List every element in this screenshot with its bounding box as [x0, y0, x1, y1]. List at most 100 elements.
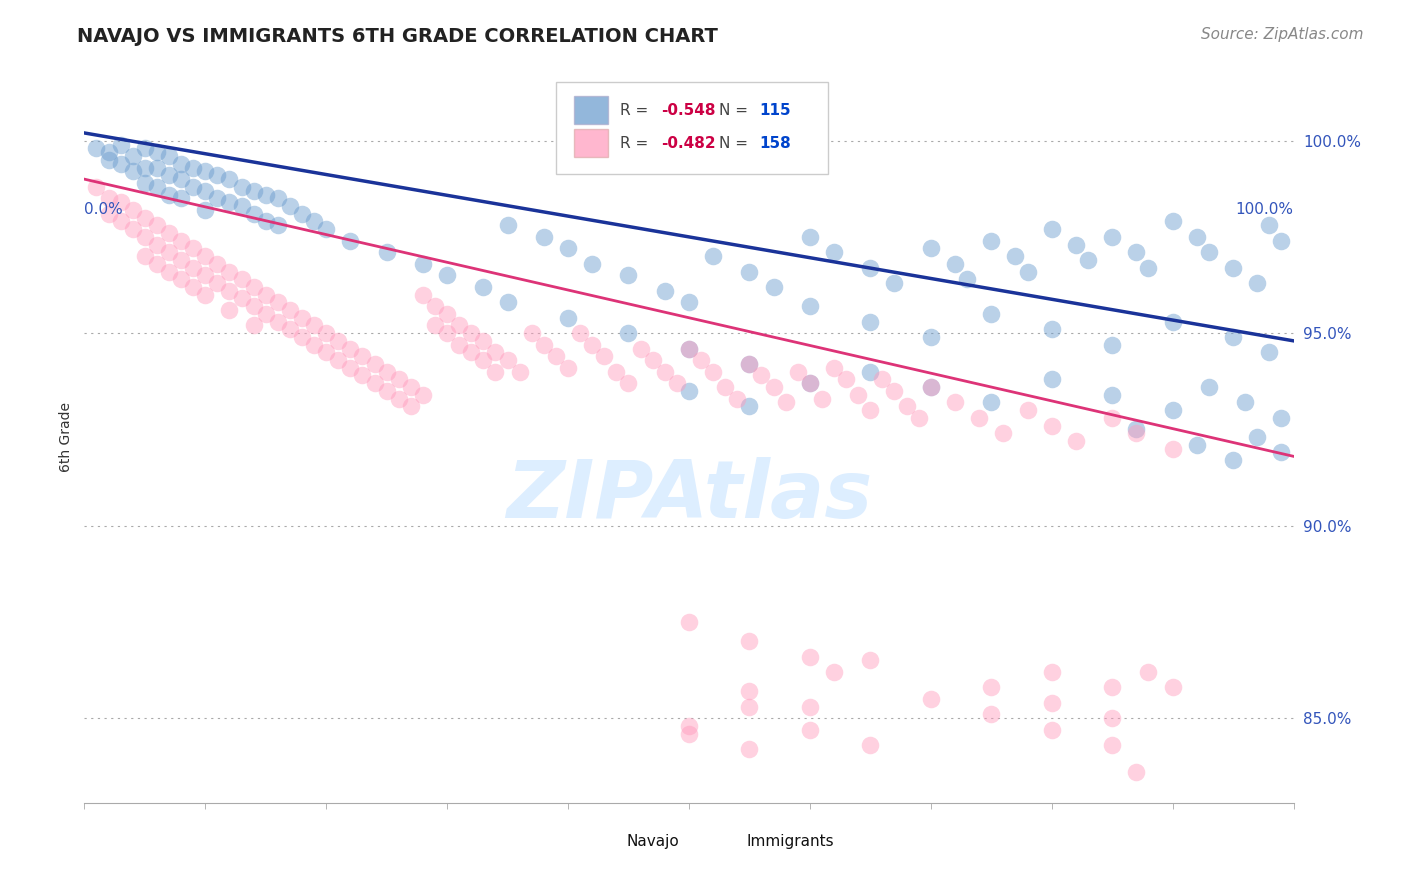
Point	[569, 326, 592, 340]
Point	[436, 326, 458, 340]
Point	[1101, 388, 1123, 402]
Point	[835, 372, 858, 386]
Point	[146, 179, 169, 194]
Point	[762, 280, 785, 294]
Point	[207, 257, 229, 271]
Point	[738, 264, 761, 278]
Point	[1040, 696, 1063, 710]
Point	[544, 349, 567, 363]
Point	[484, 345, 506, 359]
Point	[993, 426, 1015, 441]
Point	[157, 226, 180, 240]
Point	[859, 738, 882, 752]
Point	[231, 179, 253, 194]
Point	[738, 399, 761, 413]
Point	[509, 365, 531, 379]
Point	[86, 179, 108, 194]
Point	[859, 315, 882, 329]
Point	[134, 161, 156, 175]
Point	[738, 634, 761, 648]
Point	[799, 723, 821, 737]
Point	[231, 199, 253, 213]
Text: -0.482: -0.482	[661, 136, 716, 151]
Point	[907, 410, 929, 425]
Point	[146, 219, 169, 233]
Point	[194, 287, 217, 301]
Point	[449, 318, 471, 333]
Point	[134, 141, 156, 155]
Point	[943, 257, 966, 271]
Point	[328, 334, 350, 348]
Point	[339, 360, 361, 375]
Point	[1246, 276, 1268, 290]
Point	[170, 157, 193, 171]
Point	[859, 653, 882, 667]
Point	[678, 384, 700, 398]
Point	[242, 280, 264, 294]
Point	[302, 214, 325, 228]
Point	[315, 345, 337, 359]
Point	[799, 376, 821, 391]
Point	[799, 376, 821, 391]
Point	[254, 287, 277, 301]
Point	[157, 264, 180, 278]
Point	[967, 410, 990, 425]
Point	[339, 234, 361, 248]
Point	[242, 299, 264, 313]
Point	[1101, 230, 1123, 244]
Point	[654, 284, 676, 298]
Point	[449, 337, 471, 351]
Point	[412, 287, 434, 301]
Text: R =: R =	[620, 103, 654, 118]
Point	[738, 357, 761, 371]
Point	[1234, 395, 1257, 409]
Point	[980, 707, 1002, 722]
Point	[484, 365, 506, 379]
Point	[267, 219, 290, 233]
Point	[254, 187, 277, 202]
Point	[738, 684, 761, 698]
Point	[1161, 403, 1184, 417]
Point	[352, 349, 374, 363]
Point	[823, 665, 845, 679]
Text: R =: R =	[620, 136, 654, 151]
Point	[460, 326, 482, 340]
Point	[181, 280, 204, 294]
Text: ZIPAtlas: ZIPAtlas	[506, 457, 872, 534]
Point	[231, 272, 253, 286]
Point	[242, 184, 264, 198]
Point	[181, 260, 204, 275]
Point	[823, 245, 845, 260]
Point	[472, 334, 495, 348]
Point	[496, 353, 519, 368]
Point	[97, 153, 120, 167]
Point	[207, 191, 229, 205]
Point	[943, 395, 966, 409]
Point	[883, 276, 905, 290]
Point	[181, 161, 204, 175]
Point	[146, 237, 169, 252]
Point	[980, 307, 1002, 321]
Point	[1101, 337, 1123, 351]
Point	[581, 257, 603, 271]
Point	[678, 726, 700, 740]
Point	[557, 242, 579, 256]
Point	[207, 276, 229, 290]
Point	[1040, 322, 1063, 336]
Point	[799, 649, 821, 664]
Point	[1137, 260, 1160, 275]
Point	[315, 326, 337, 340]
Point	[97, 145, 120, 160]
Point	[1101, 711, 1123, 725]
Point	[1222, 260, 1244, 275]
Text: N =: N =	[720, 103, 754, 118]
Point	[134, 230, 156, 244]
Text: Navajo: Navajo	[626, 834, 679, 849]
Point	[110, 157, 132, 171]
Point	[110, 195, 132, 210]
Point	[557, 360, 579, 375]
Point	[1222, 453, 1244, 467]
Text: Source: ZipAtlas.com: Source: ZipAtlas.com	[1201, 27, 1364, 42]
Point	[170, 272, 193, 286]
Point	[859, 365, 882, 379]
